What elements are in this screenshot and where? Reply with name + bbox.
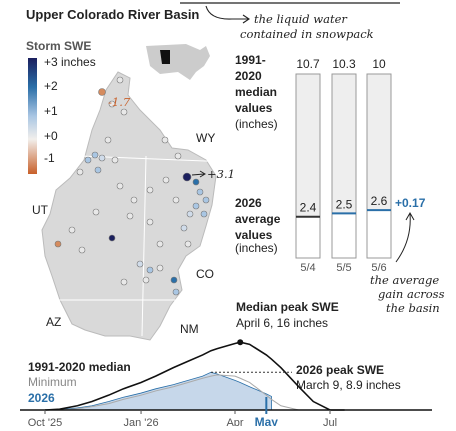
label: (inches) — [235, 241, 278, 255]
callout: +3.1 — [207, 167, 235, 181]
label: median — [235, 85, 277, 99]
us-inset — [146, 44, 210, 80]
label: 2026 — [235, 196, 262, 210]
stations — [54, 76, 210, 296]
area — [44, 371, 272, 411]
note: the average — [370, 273, 439, 287]
legend-label: Minimum — [28, 375, 77, 389]
current-value: 2.6 — [371, 194, 388, 208]
current-value: 2.4 — [300, 201, 317, 215]
note: the basin — [386, 301, 440, 315]
state-label: NM — [180, 322, 199, 336]
label: (inches) — [235, 117, 278, 131]
legend-label: +0 — [44, 129, 58, 143]
annotation-title: 2026 peak SWE — [296, 363, 384, 377]
label: 1991- — [235, 53, 266, 67]
state-label: CO — [196, 267, 214, 281]
basin — [41, 71, 217, 341]
x-tick-label: 5/5 — [336, 262, 351, 274]
x-tick-label: Jul — [323, 417, 337, 426]
x-tick-label: Oct '25 — [28, 417, 63, 426]
arrow — [191, 170, 206, 178]
title: Upper Colorado River Basin — [26, 7, 199, 22]
legend-label: 2026 — [28, 391, 55, 405]
current-fill — [332, 213, 356, 258]
note: gain across — [378, 287, 445, 301]
note: the liquid water — [254, 12, 348, 26]
legend-title: Storm SWE — [26, 39, 91, 53]
callout: -1.7 — [108, 95, 131, 109]
state-label: WY — [196, 131, 215, 145]
median-value: 10 — [372, 57, 386, 71]
color-bar — [28, 58, 37, 174]
current-fill — [296, 216, 320, 258]
x-tick-label: May — [255, 415, 279, 426]
change: +0.17 — [395, 196, 426, 210]
legend-label: +1 — [44, 104, 58, 118]
label: 2020 — [235, 69, 262, 83]
line — [44, 341, 345, 411]
legend-label: 1991-2020 median — [28, 360, 131, 374]
line — [45, 374, 345, 411]
median-value: 10.7 — [296, 57, 320, 71]
x-tick-label: 5/4 — [300, 262, 315, 274]
label: average — [235, 212, 281, 226]
legend-label: +2 — [44, 79, 58, 93]
annotation: April 6, 16 inches — [236, 316, 328, 330]
annotation-title: Median peak SWE — [236, 300, 339, 314]
legend-label: +3 inches — [44, 55, 96, 69]
peak-marker — [237, 339, 244, 346]
median-value: 10.3 — [332, 57, 356, 71]
current-value: 2.5 — [336, 197, 353, 211]
arrow — [395, 211, 415, 263]
current-fill — [367, 210, 391, 258]
state-label: AZ — [46, 315, 61, 329]
annotation: March 9, 8.9 inches — [296, 378, 401, 392]
arrow — [205, 5, 250, 24]
label: values — [235, 101, 273, 115]
basin-inset — [160, 50, 170, 64]
state-label: UT — [32, 203, 49, 217]
label: values — [235, 228, 273, 242]
x-tick-label: 5/6 — [371, 262, 386, 274]
note: contained in snowpack — [240, 27, 374, 41]
legend-label: -1 — [44, 151, 55, 165]
x-tick-label: Apr — [226, 417, 243, 426]
x-tick-label: Jan '26 — [123, 417, 158, 426]
